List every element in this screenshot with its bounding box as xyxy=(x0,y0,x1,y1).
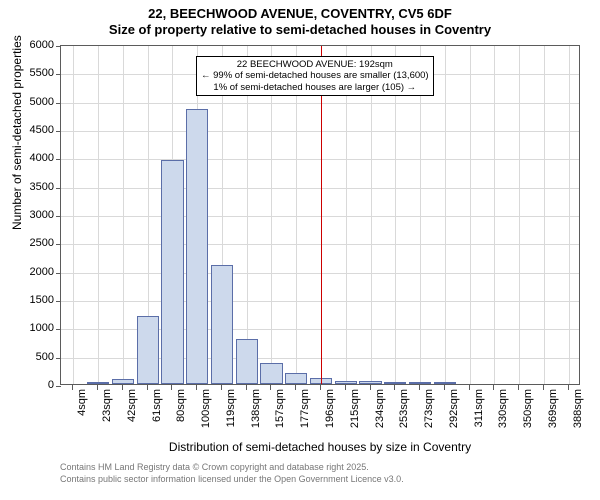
histogram-bar xyxy=(285,373,307,384)
footer-line-1: Contains HM Land Registry data © Crown c… xyxy=(60,462,580,473)
gridline-v xyxy=(73,46,74,384)
ytick-label: 4500 xyxy=(4,124,54,136)
ytick-label: 5500 xyxy=(4,67,54,79)
histogram-bar xyxy=(137,316,159,384)
annotation-line: ← 99% of semi-detached houses are smalle… xyxy=(201,70,429,81)
gridline-v xyxy=(98,46,99,384)
gridline-h xyxy=(61,188,579,189)
histogram-bar xyxy=(87,382,109,384)
ytick-label: 0 xyxy=(4,379,54,391)
gridline-h xyxy=(61,216,579,217)
xtick-mark xyxy=(543,385,544,390)
histogram-bar xyxy=(211,265,233,384)
xtick-mark xyxy=(419,385,420,390)
gridline-v xyxy=(420,46,421,384)
ytick-label: 1500 xyxy=(4,294,54,306)
gridline-v xyxy=(123,46,124,384)
xtick-mark xyxy=(444,385,445,390)
xtick-mark xyxy=(72,385,73,390)
xtick-mark xyxy=(122,385,123,390)
gridline-v xyxy=(494,46,495,384)
gridline-v xyxy=(544,46,545,384)
ytick-mark xyxy=(56,386,61,387)
xtick-mark xyxy=(97,385,98,390)
annotation-line: 1% of semi-detached houses are larger (1… xyxy=(201,82,429,93)
histogram-bar xyxy=(434,382,456,384)
xtick-mark xyxy=(320,385,321,390)
histogram-bar xyxy=(409,382,431,384)
gridline-v xyxy=(296,46,297,384)
ytick-mark xyxy=(56,244,61,245)
ytick-mark xyxy=(56,74,61,75)
xtick-mark xyxy=(493,385,494,390)
histogram-bar xyxy=(161,160,183,384)
ytick-label: 6000 xyxy=(4,39,54,51)
plot-area: 22 BEECHWOOD AVENUE: 192sqm← 99% of semi… xyxy=(60,45,580,385)
ytick-label: 2000 xyxy=(4,266,54,278)
xtick-mark xyxy=(246,385,247,390)
histogram-bar xyxy=(359,381,381,384)
ytick-mark xyxy=(56,273,61,274)
ytick-mark xyxy=(56,216,61,217)
gridline-v xyxy=(569,46,570,384)
gridline-h xyxy=(61,244,579,245)
footer-line-2: Contains public sector information licen… xyxy=(60,474,580,485)
ytick-label: 500 xyxy=(4,351,54,363)
histogram-bar xyxy=(335,381,357,384)
ytick-mark xyxy=(56,329,61,330)
ytick-mark xyxy=(56,46,61,47)
chart-title-main: 22, BEECHWOOD AVENUE, COVENTRY, CV5 6DF xyxy=(0,6,600,21)
x-axis-label: Distribution of semi-detached houses by … xyxy=(60,440,580,454)
xtick-mark xyxy=(147,385,148,390)
xtick-mark xyxy=(469,385,470,390)
histogram-bar xyxy=(236,339,258,384)
annotation-line: 22 BEECHWOOD AVENUE: 192sqm xyxy=(201,59,429,70)
xtick-mark xyxy=(270,385,271,390)
gridline-h xyxy=(61,159,579,160)
ytick-mark xyxy=(56,103,61,104)
ytick-label: 1000 xyxy=(4,322,54,334)
xtick-mark xyxy=(171,385,172,390)
ytick-mark xyxy=(56,188,61,189)
xtick-mark xyxy=(295,385,296,390)
ytick-mark xyxy=(56,358,61,359)
marker-line xyxy=(321,46,322,384)
ytick-mark xyxy=(56,301,61,302)
ytick-label: 2500 xyxy=(4,237,54,249)
histogram-bar xyxy=(186,109,208,384)
ytick-mark xyxy=(56,159,61,160)
xtick-mark xyxy=(370,385,371,390)
histogram-bar xyxy=(384,382,406,384)
gridline-v xyxy=(247,46,248,384)
xtick-mark xyxy=(568,385,569,390)
chart-area: 22 BEECHWOOD AVENUE: 192sqm← 99% of semi… xyxy=(60,45,580,415)
gridline-v xyxy=(445,46,446,384)
chart-title-sub: Size of property relative to semi-detach… xyxy=(0,22,600,37)
gridline-v xyxy=(470,46,471,384)
xtick-mark xyxy=(518,385,519,390)
gridline-h xyxy=(61,103,579,104)
ytick-label: 4000 xyxy=(4,152,54,164)
ytick-label: 5000 xyxy=(4,96,54,108)
gridline-h xyxy=(61,273,579,274)
ytick-mark xyxy=(56,131,61,132)
annotation-box: 22 BEECHWOOD AVENUE: 192sqm← 99% of semi… xyxy=(196,56,434,96)
xtick-mark xyxy=(196,385,197,390)
ytick-label: 3500 xyxy=(4,181,54,193)
xtick-mark xyxy=(221,385,222,390)
gridline-v xyxy=(271,46,272,384)
xtick-mark xyxy=(394,385,395,390)
gridline-h xyxy=(61,131,579,132)
ytick-label: 3000 xyxy=(4,209,54,221)
gridline-v xyxy=(346,46,347,384)
histogram-bar xyxy=(112,379,134,384)
gridline-v xyxy=(371,46,372,384)
xtick-mark xyxy=(345,385,346,390)
gridline-h xyxy=(61,301,579,302)
gridline-v xyxy=(519,46,520,384)
gridline-v xyxy=(395,46,396,384)
histogram-bar xyxy=(260,363,282,384)
